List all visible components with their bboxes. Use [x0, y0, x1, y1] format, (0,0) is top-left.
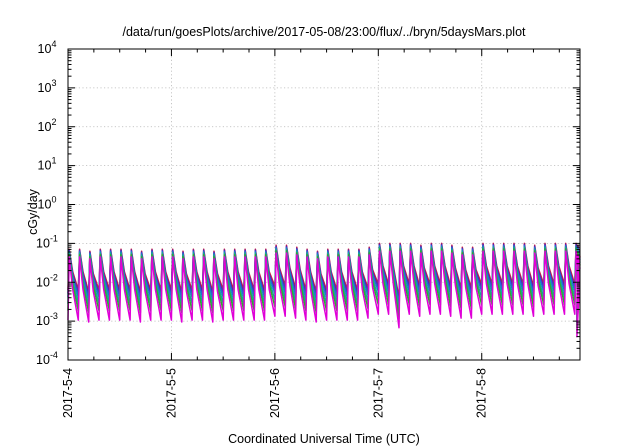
- y-axis-label: cGy/day: [26, 188, 40, 235]
- axes: 10-4 10-3 10-2 10-1 100 101 102 103 104 2017-5-4 2…: [36, 39, 580, 418]
- y-tick-label: 103: [38, 78, 57, 95]
- y-tick-label: 10-3: [36, 311, 58, 328]
- series-line-6: [67, 250, 581, 338]
- y-tick-label: 10-2: [36, 272, 58, 289]
- y-tick-label: 10-1: [36, 233, 58, 250]
- chart-title: /data/run/goesPlots/archive/2017-05-08/2…: [122, 25, 526, 39]
- plot-frame: [67, 48, 581, 361]
- x-tick-label: 2017-5-4: [61, 368, 75, 418]
- y-tick-label: 102: [38, 117, 57, 134]
- x-axis-label: Coordinated Universal Time (UTC): [228, 432, 420, 446]
- x-tick-label: 2017-5-6: [268, 368, 282, 418]
- y-tick-label: 104: [38, 39, 57, 56]
- x-tick-label: 2017-5-7: [371, 368, 385, 418]
- series-group: [67, 242, 581, 338]
- grid: [68, 49, 580, 360]
- y-tick-label: 10-4: [36, 350, 58, 367]
- y-tick-label: 100: [38, 195, 57, 212]
- x-tick-label: 2017-5-5: [164, 368, 178, 418]
- y-tick-label: 101: [38, 156, 57, 173]
- x-tick-label: 2017-5-8: [475, 368, 489, 418]
